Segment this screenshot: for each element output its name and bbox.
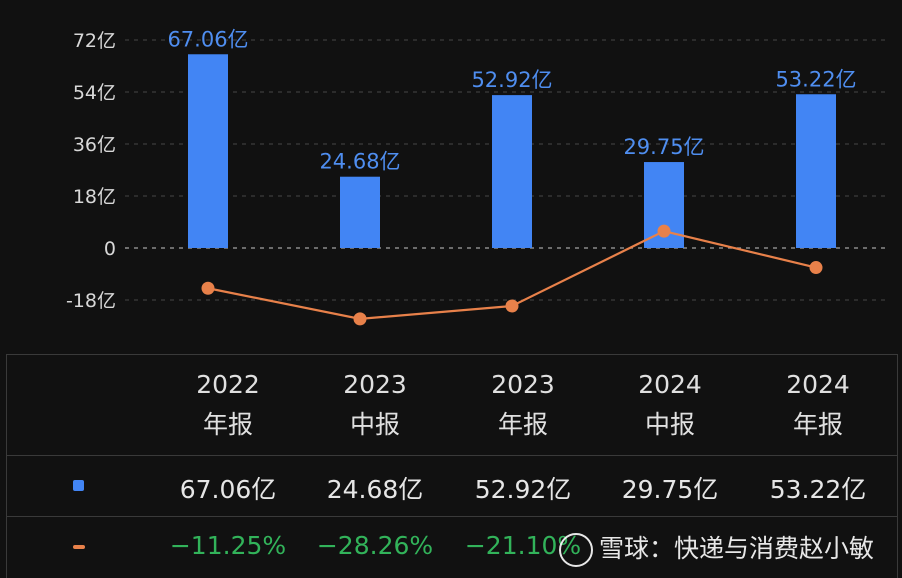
pct-cell: −11.25% <box>169 531 287 560</box>
pct-cell: −28.26% <box>316 531 434 560</box>
y-tick-label: -18亿 <box>66 290 116 312</box>
header-cell-5: 2024 年报 <box>786 370 850 439</box>
data-table: 2022 年报 2023 中报 2023 年报 2024 中报 2024 年报 67.06… <box>6 354 898 578</box>
line-point <box>353 312 367 326</box>
bar <box>340 176 380 248</box>
xueqiu-logo-icon <box>558 533 593 567</box>
header-cell-1: 2022 年报 <box>196 370 260 439</box>
y-tick-label: 72亿 <box>73 30 116 52</box>
table-row-values: 67.06亿 24.68亿 52.92亿 29.75亿 53.22亿 <box>7 456 897 517</box>
value-cell: 52.92亿 <box>474 475 572 504</box>
bar-data-label: 67.06亿 <box>167 27 248 51</box>
table-row-pct: −11.25% −28.26% −21.10% <box>7 517 897 577</box>
y-tick-label: 36亿 <box>73 134 116 156</box>
value-cell: 53.22亿 <box>769 475 867 504</box>
value-cell: 29.75亿 <box>621 475 719 504</box>
bar-data-label: 52.92亿 <box>471 68 552 92</box>
line-legend-marker <box>73 545 85 549</box>
line-point <box>201 281 215 295</box>
line-point <box>505 299 519 313</box>
header-cell-2: 2023 中报 <box>343 370 407 439</box>
table-header-row: 2022 年报 2023 中报 2023 年报 2024 中报 2024 年报 <box>7 355 897 456</box>
value-cell: 24.68亿 <box>326 475 424 504</box>
bar-data-label: 24.68亿 <box>319 150 400 174</box>
bar-data-label: 29.75亿 <box>623 135 704 159</box>
line-point <box>809 261 823 275</box>
y-tick-label: 54亿 <box>73 82 116 104</box>
header-cell-4: 2024 中报 <box>638 370 702 439</box>
y-tick-label: 18亿 <box>73 186 116 208</box>
chart: 72亿 54亿 36亿 18亿 0 -18亿 67.06亿 24.68亿 52.92亿 29.7… <box>66 27 890 326</box>
watermark: 雪球：快递与消费赵小敏 <box>558 529 874 567</box>
line-point <box>657 224 671 238</box>
bar-legend-marker <box>73 480 84 491</box>
header-cell-3: 2023 年报 <box>491 370 555 439</box>
bar <box>796 94 836 249</box>
value-cell: 67.06亿 <box>179 475 277 504</box>
bar <box>492 95 532 249</box>
y-tick-label: 0 <box>104 238 116 260</box>
bar-data-label: 53.22亿 <box>775 67 856 91</box>
bar <box>188 54 228 248</box>
